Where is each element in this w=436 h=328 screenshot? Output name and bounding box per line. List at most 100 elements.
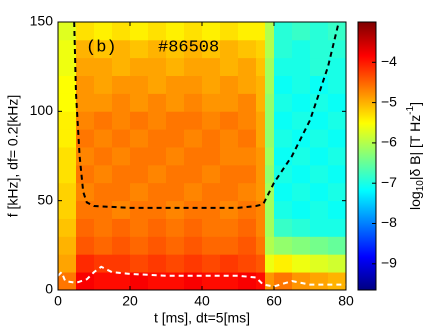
heat-cell <box>274 147 293 166</box>
heat-cell <box>220 218 239 237</box>
heat-cell <box>238 57 257 76</box>
heat-cell <box>148 272 167 290</box>
heat-cell <box>202 236 221 255</box>
heat-cell <box>220 129 239 148</box>
colorbar-swatch <box>358 280 376 283</box>
heat-cell <box>256 147 266 166</box>
heat-cell <box>76 75 95 94</box>
heat-cell <box>94 218 113 237</box>
colorbar-swatch <box>358 262 376 265</box>
heat-cell <box>310 57 329 76</box>
heat-cell <box>130 236 149 255</box>
heat-cell <box>328 22 346 41</box>
heat-cell <box>94 57 113 76</box>
heat-cell <box>184 93 203 112</box>
heat-cell <box>265 129 275 148</box>
colorbar-swatch <box>358 198 376 201</box>
heat-cell <box>148 182 167 202</box>
heat-cell <box>292 75 311 94</box>
heat-cell <box>76 236 95 255</box>
heat-cell <box>184 236 203 255</box>
heat-cell <box>238 236 257 255</box>
heat-cell <box>256 22 266 41</box>
heat-cell <box>238 22 257 41</box>
heat-cell <box>256 218 266 237</box>
colorbar-swatch <box>358 66 376 69</box>
heat-cell <box>184 182 203 202</box>
colorbar-swatch <box>358 90 376 93</box>
heat-cell <box>58 236 77 255</box>
colorbar-swatch <box>358 230 376 233</box>
heat-cell <box>58 164 77 184</box>
heat-cell <box>94 254 113 273</box>
colorbar-swatch <box>358 170 376 173</box>
heat-cell <box>256 111 266 130</box>
heat-cell <box>184 111 203 130</box>
heat-cell <box>76 254 95 273</box>
heat-cell <box>202 200 221 219</box>
heat-cell <box>292 147 311 166</box>
heat-cell <box>184 57 203 76</box>
colorbar-swatch <box>358 286 376 289</box>
colorbar-swatch <box>358 32 376 35</box>
heat-cell <box>94 182 113 202</box>
heat-cell <box>166 129 185 148</box>
colorbar-swatch <box>358 158 376 161</box>
heat-cell <box>256 182 266 202</box>
heat-cell <box>130 111 149 130</box>
heat-cell <box>112 236 131 255</box>
heat-cell <box>58 93 77 112</box>
heat-cell <box>130 218 149 237</box>
dashed-curve <box>58 265 346 288</box>
colorbar-swatch <box>358 72 376 75</box>
heat-cell <box>112 75 131 94</box>
heat-cell <box>184 200 203 219</box>
heat-cell <box>202 218 221 237</box>
heat-cell <box>328 129 346 148</box>
colorbar-swatch <box>358 254 376 257</box>
heat-cell <box>76 272 95 290</box>
colorbar-swatch <box>358 140 376 143</box>
heat-cell <box>76 22 95 41</box>
colorbar-swatch <box>358 266 376 269</box>
heat-cell <box>274 93 293 112</box>
heat-cell <box>148 218 167 237</box>
heat-cell <box>328 182 346 202</box>
heat-cell <box>265 254 275 273</box>
colorbar-swatch <box>358 22 376 25</box>
colorbar-swatch <box>358 114 376 117</box>
heat-cell <box>94 39 113 59</box>
colorbar-swatch <box>358 68 376 71</box>
colorbar-swatch <box>358 212 376 215</box>
colorbar-swatch <box>358 56 376 59</box>
heat-cell <box>76 164 95 184</box>
heat-cell <box>220 39 239 59</box>
colorbar-swatch <box>358 84 376 87</box>
heat-cell <box>130 39 149 59</box>
heat-cell <box>112 147 131 166</box>
heat-cell <box>202 164 221 184</box>
heat-cell <box>148 39 167 59</box>
heat-cell <box>274 254 293 273</box>
colorbar-swatch <box>358 34 376 37</box>
colorbar-swatch <box>358 168 376 171</box>
shot-number: #86508 <box>158 38 219 57</box>
heat-cell <box>310 75 329 94</box>
heat-cell <box>265 164 275 184</box>
heat-cell <box>292 236 311 255</box>
colorbar-swatch <box>358 208 376 211</box>
colorbar-swatch <box>358 108 376 111</box>
heat-cell <box>58 57 77 76</box>
heat-cell <box>220 93 239 112</box>
heat-cell <box>220 111 239 130</box>
colorbar-swatch <box>358 162 376 165</box>
heat-cell <box>94 22 113 41</box>
colorbar-swatch <box>358 116 376 119</box>
heat-cell <box>310 254 329 273</box>
colorbar-swatch <box>358 92 376 95</box>
x-tick-label: 80 <box>338 293 354 309</box>
heat-cell <box>112 272 131 290</box>
colorbar-swatch <box>358 58 376 61</box>
colorbar-swatch <box>358 60 376 63</box>
heat-cell <box>256 236 266 255</box>
